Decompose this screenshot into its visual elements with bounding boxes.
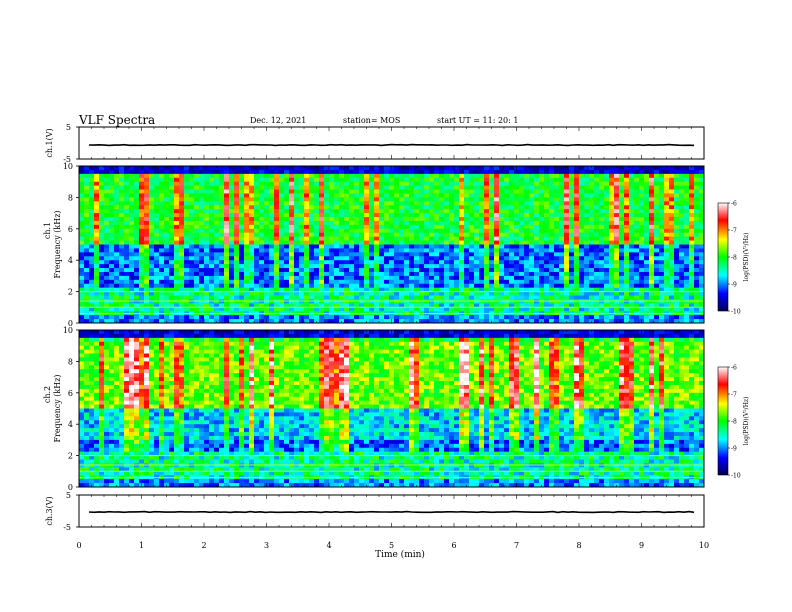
chart-title: VLF Spectra: [79, 113, 156, 127]
y-tick-label: 5: [66, 123, 71, 132]
x-tick-label: 6: [451, 541, 456, 550]
ch1-waveform-frame: [78, 126, 705, 160]
y-tick-label: 0: [68, 319, 73, 328]
ch3-waveform-panel: 5 -5 ch.3(V): [45, 491, 705, 532]
x-tick-label: 10: [699, 541, 709, 550]
colorbar: [717, 202, 729, 312]
y-tick-label: 2: [68, 288, 73, 297]
y-tick-label: 6: [68, 225, 73, 234]
y-tick-label: 6: [68, 389, 73, 398]
x-tick-label: 4: [326, 541, 331, 550]
colorbar-tick-label: -7: [731, 392, 737, 399]
ch1-spectrogram-panel: 0 2 4 6 8 10 ch.1 Frequency (kHz) -6 -7 -8 -9 -10 log…: [43, 162, 750, 328]
y-tick-label: 5: [66, 491, 71, 500]
y-tick-label: 4: [68, 256, 73, 265]
colorbar: [717, 366, 729, 476]
date-label: Dec. 12, 2021: [250, 116, 307, 125]
colorbar-tick-label: -9: [731, 282, 737, 289]
ch1-waveform-trace: [88, 143, 695, 147]
ch3-waveform-frame: [78, 494, 705, 528]
y-axis-label: ch.1(V): [45, 128, 54, 157]
colorbar-tick-label: -6: [731, 201, 737, 208]
x-tick-label: 0: [76, 541, 81, 550]
x-tick-label: 2: [201, 541, 206, 550]
x-tick-label: 5: [389, 541, 394, 550]
colorbar-tick-label: -10: [731, 473, 741, 480]
start-time-label: start UT = 11: 20: 1: [437, 116, 519, 125]
colorbar-label: log(PSD)(V²/Hz): [743, 233, 750, 282]
channel-label: ch.2: [43, 386, 52, 403]
station-label: station= MOS: [343, 116, 401, 125]
x-axis: 0 1 2 3 4 5 6 7 8 9 10: [76, 541, 709, 550]
y-tick-label: 10: [63, 162, 73, 171]
x-axis-label: Time (min): [375, 549, 425, 560]
y-tick-label: 0: [68, 483, 73, 492]
y-tick-label: 4: [68, 420, 73, 429]
colorbar-tick-label: -8: [731, 255, 737, 262]
colorbar-tick-label: -9: [731, 446, 737, 453]
x-tick-label: 7: [514, 541, 519, 550]
colorbar-tick-label: -7: [731, 228, 737, 235]
y-axis-label: ch.3(V): [45, 496, 54, 525]
ch2-spectrogram-panel: 0 2 4 6 8 10 ch.2 Frequency (kHz) -6 -7 -8 -9 -10 log…: [43, 326, 750, 492]
x-tick-label: 8: [576, 541, 581, 550]
y-tick-label: -5: [63, 155, 71, 164]
y-tick-label: -5: [63, 523, 71, 532]
x-tick-label: 9: [639, 541, 644, 550]
y-tick-label: 8: [68, 357, 73, 366]
colorbar-tick-label: -8: [731, 419, 737, 426]
y-axis-label: Frequency (kHz): [53, 210, 62, 278]
x-tick-label: 1: [139, 541, 144, 550]
y-tick-label: 10: [63, 326, 73, 335]
colorbar-tick-label: -6: [731, 365, 737, 372]
colorbar-tick-label: -10: [731, 309, 741, 316]
ch3-waveform-trace: [88, 510, 695, 514]
colorbar-label: log(PSD)(V²/Hz): [743, 397, 750, 446]
channel-label: ch.1: [43, 222, 52, 239]
y-tick-label: 2: [68, 452, 73, 461]
ch1-spectrogram-cells: [79, 166, 705, 324]
ch1-waveform-panel: 5 -5 ch.1(V): [45, 123, 705, 164]
y-axis-label: Frequency (kHz): [53, 374, 62, 442]
y-tick-label: 8: [68, 193, 73, 202]
ch2-spectrogram-cells: [79, 330, 705, 488]
x-tick-label: 3: [264, 541, 269, 550]
